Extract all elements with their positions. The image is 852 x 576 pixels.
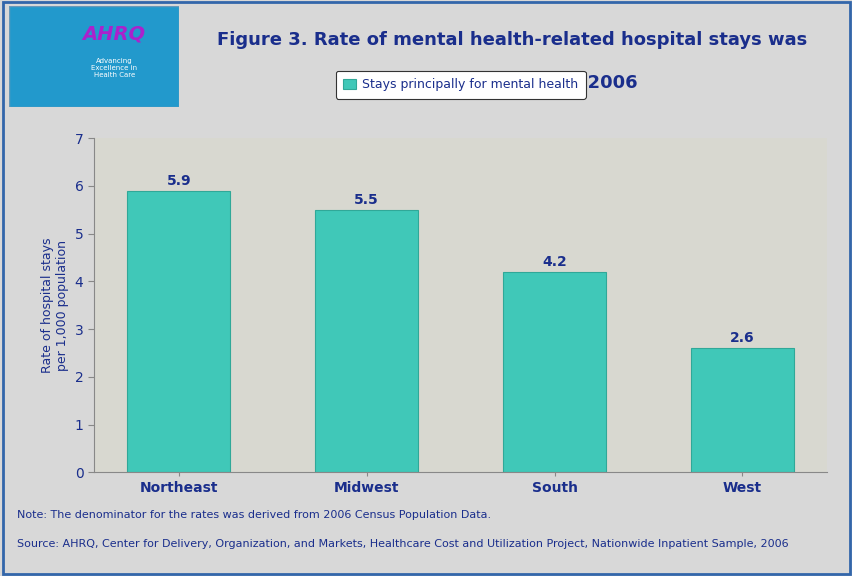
FancyBboxPatch shape bbox=[9, 6, 179, 107]
Text: Figure 3. Rate of mental health-related hospital stays was: Figure 3. Rate of mental health-related … bbox=[216, 31, 806, 50]
Bar bbox=[503, 272, 606, 472]
Text: Source: AHRQ, Center for Delivery, Organization, and Markets, Healthcare Cost an: Source: AHRQ, Center for Delivery, Organ… bbox=[17, 539, 788, 548]
Legend: Stays principally for mental health: Stays principally for mental health bbox=[336, 71, 584, 99]
Text: 4.2: 4.2 bbox=[542, 255, 567, 269]
Text: lowest in the West, 2006: lowest in the West, 2006 bbox=[386, 74, 636, 92]
Bar bbox=[127, 191, 230, 472]
Text: AHRQ: AHRQ bbox=[83, 25, 146, 43]
Text: Note: The denominator for the rates was derived from 2006 Census Population Data: Note: The denominator for the rates was … bbox=[17, 510, 491, 520]
Bar bbox=[690, 348, 793, 472]
Bar bbox=[314, 210, 417, 472]
Y-axis label: Rate of hospital stays
per 1,000 population: Rate of hospital stays per 1,000 populat… bbox=[41, 237, 69, 373]
Text: 5.5: 5.5 bbox=[354, 193, 378, 207]
Text: 2.6: 2.6 bbox=[729, 331, 754, 346]
Text: 5.9: 5.9 bbox=[166, 174, 191, 188]
Text: Advancing
Excellence in
Health Care: Advancing Excellence in Health Care bbox=[91, 58, 137, 78]
